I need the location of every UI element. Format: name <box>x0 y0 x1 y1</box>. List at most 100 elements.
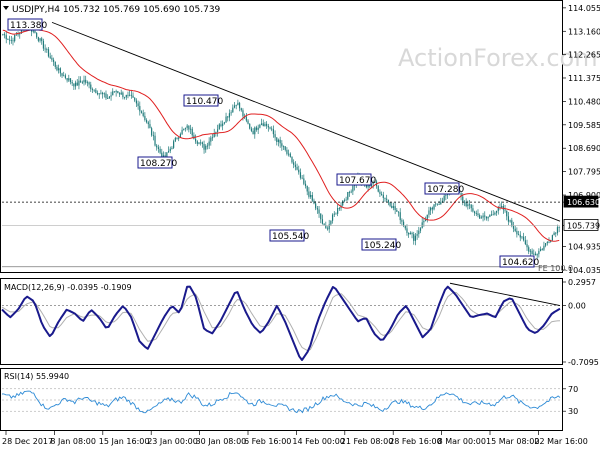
candle-body <box>274 134 276 138</box>
candle-body <box>151 128 153 136</box>
candle-body <box>313 200 315 204</box>
candle-body <box>9 39 11 41</box>
candle-body <box>54 61 56 67</box>
candle-body <box>326 228 329 230</box>
candle-body <box>191 128 193 136</box>
candle-body <box>85 79 87 83</box>
candle-body <box>291 156 293 163</box>
candle-body <box>127 94 129 96</box>
candle-body <box>558 227 560 228</box>
candle-body <box>237 102 239 106</box>
candle-body <box>284 146 286 150</box>
candle-body <box>394 206 396 211</box>
candle-body <box>335 213 337 215</box>
candle-body <box>112 91 114 96</box>
candle-body <box>188 125 190 130</box>
time-axis-label: 8 Jan 08:00 <box>50 437 96 446</box>
chart-header: USDJPY,H4 105.732 105.769 105.690 105.73… <box>12 5 221 15</box>
candle-body <box>323 223 325 226</box>
candle-body <box>227 116 229 118</box>
candle-body <box>342 201 344 206</box>
candle-body <box>242 110 244 117</box>
candle-body <box>379 191 381 194</box>
candle-body <box>468 204 471 206</box>
candle-body <box>110 95 112 97</box>
pivot-label-box <box>7 18 43 31</box>
candle-body <box>391 205 393 208</box>
candle-body <box>56 66 58 71</box>
candle-body <box>147 122 149 125</box>
candle-body <box>318 209 320 214</box>
dropdown-triangle-icon[interactable] <box>3 6 9 10</box>
candle-body <box>228 113 231 118</box>
candle-body <box>162 155 165 158</box>
candle-body <box>51 57 53 60</box>
price-axis-label: 104.935 <box>568 242 600 251</box>
candle-body <box>472 208 474 212</box>
candle-body <box>404 226 406 229</box>
axis-layer: 114.055 113.160 112.265 111.375 110.480 109.5… <box>2 4 600 446</box>
pivot-label: 104.620 <box>499 255 539 268</box>
time-axis-label: 21 Feb 08:00 <box>341 437 393 446</box>
candle-body <box>245 116 247 121</box>
candle-body <box>201 142 203 145</box>
candle-body <box>130 94 132 96</box>
candle-body <box>71 82 73 84</box>
candle-body <box>271 128 273 130</box>
candle-body <box>418 230 420 235</box>
candle-body <box>178 137 180 139</box>
candle-body <box>399 212 401 221</box>
candle-body <box>169 148 171 152</box>
macd-title: MACD(12,26,9) -0.0395 -0.1909 <box>4 283 132 292</box>
candle-body <box>315 203 317 209</box>
candle-body <box>330 220 332 225</box>
candle-body <box>205 145 207 150</box>
candle-body <box>88 82 90 85</box>
candle-body <box>257 127 259 130</box>
candle-body <box>529 250 532 252</box>
candle-body <box>443 195 445 201</box>
candle-body <box>129 94 131 96</box>
time-axis-label: 23 Jan 00:00 <box>147 437 198 446</box>
price-axis-label: 109.585 <box>568 121 600 130</box>
price-axis-label: 107.795 <box>568 168 600 177</box>
rsi-axis-label: 70 <box>568 385 578 394</box>
candle-body <box>504 209 506 211</box>
candle-body <box>100 92 102 94</box>
candle-body <box>95 89 97 93</box>
candle-body <box>479 215 481 219</box>
candle-body <box>267 125 269 128</box>
candle-body <box>52 59 55 62</box>
candle-body <box>411 232 413 235</box>
candle-body <box>413 234 415 241</box>
time-axis-label: 14 Feb 00:00 <box>292 437 344 446</box>
candle-body <box>423 220 425 223</box>
candle-body <box>252 130 254 135</box>
candle-body <box>492 214 494 216</box>
candle-body <box>120 92 122 95</box>
candle-body <box>546 241 548 244</box>
candle-body <box>485 216 488 219</box>
candle-body <box>47 49 50 57</box>
candle-body <box>337 208 339 214</box>
candle-body <box>14 34 16 42</box>
candle-body <box>220 124 222 126</box>
candle-body <box>123 97 126 98</box>
candle-body <box>489 214 491 217</box>
candle-body <box>7 39 9 40</box>
candle-body <box>414 235 417 241</box>
candle-body <box>372 182 374 185</box>
candle-body <box>103 93 105 95</box>
candle-body <box>350 191 352 193</box>
pivot-label-box <box>361 238 397 251</box>
candle-body <box>15 34 17 36</box>
candle-body <box>382 194 384 198</box>
candle-body <box>225 116 227 123</box>
candle-body <box>66 78 68 81</box>
candle-body <box>509 220 511 222</box>
candle-body <box>90 84 92 90</box>
candle-body <box>386 198 388 200</box>
candle-body <box>216 129 219 132</box>
rsi-pane-frame <box>0 368 563 431</box>
candle-body <box>308 191 310 197</box>
